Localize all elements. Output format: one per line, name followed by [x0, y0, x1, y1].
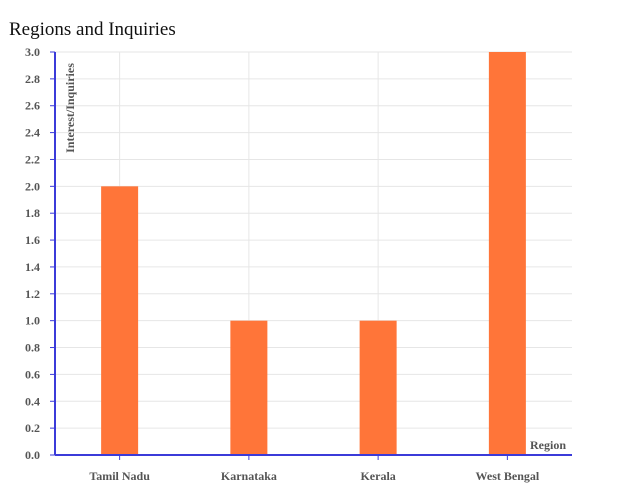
x-tick-label: Kerala: [360, 469, 395, 483]
y-tick-label: 0.6: [25, 367, 40, 381]
x-tick-label: Karnataka: [221, 469, 277, 483]
y-tick-label: 1.6: [25, 233, 40, 247]
y-tick-label: 1.2: [25, 287, 40, 301]
bar-west-bengal: [488, 52, 526, 455]
grid-lines: [55, 51, 572, 456]
y-tick-label: 1.4: [25, 260, 40, 274]
y-tick-label: 1.8: [25, 206, 40, 220]
x-axis-title: Region: [530, 438, 566, 452]
y-tick-label: 3.0: [25, 45, 40, 59]
y-tick-label: 2.6: [25, 99, 40, 113]
x-tick-labels: Tamil Nadu Karnataka Kerala West Bengal: [89, 469, 540, 483]
y-tick-labels: 0.0 0.2 0.4 0.6 0.8 1.0 1.2 1.4 1.6 1.8 2.0 2.2 2.4 2…: [25, 45, 40, 462]
chart-title: Regions and Inquiries: [9, 19, 176, 40]
bar-tamil-nadu: [101, 186, 139, 456]
y-tick-label: 0.8: [25, 341, 40, 355]
y-tick-label: 2.2: [25, 152, 40, 166]
y-tick-label: 2.4: [25, 126, 40, 140]
bar-kerala: [359, 320, 397, 455]
y-tick-label: 0.2: [25, 421, 40, 435]
axes: [50, 51, 572, 460]
bar-karnataka: [230, 320, 268, 455]
y-tick-label: 2.0: [25, 179, 40, 193]
y-tick-label: 0.4: [25, 394, 40, 408]
x-tick-label: West Bengal: [476, 469, 540, 483]
bars: [101, 52, 526, 456]
y-tick-label: 1.0: [25, 314, 40, 328]
y-tick-label: 2.8: [25, 72, 40, 86]
y-tick-label: 0.0: [25, 448, 40, 462]
x-tick-label: Tamil Nadu: [89, 469, 150, 483]
y-axis-title: Interest/Inquiries: [63, 63, 77, 153]
